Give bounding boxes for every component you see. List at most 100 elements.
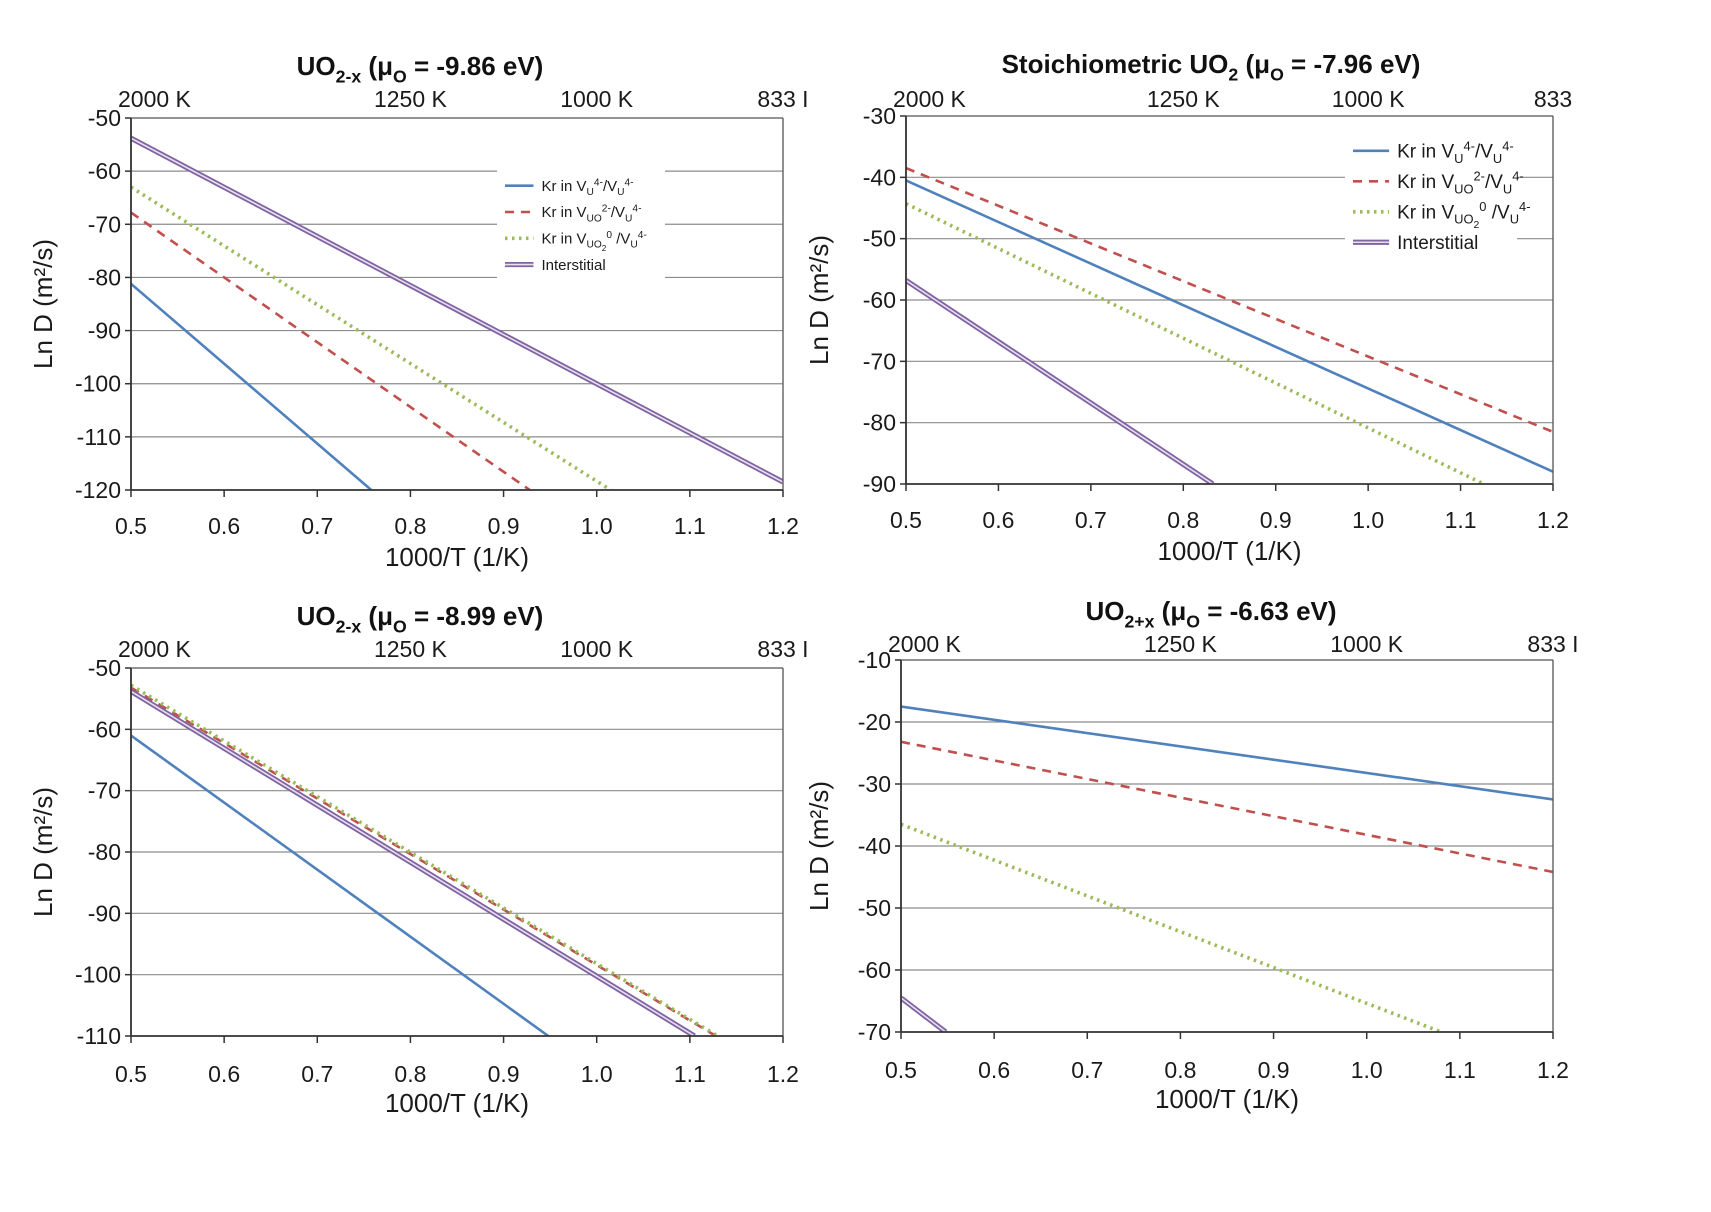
rich-text-run: 2-x <box>336 616 362 636</box>
x-tick-label: 0.7 <box>1071 1057 1103 1083</box>
series-group <box>906 166 1553 484</box>
x-tick-label: 1.2 <box>1537 1057 1569 1083</box>
x-tick-label: 0.5 <box>885 1057 917 1083</box>
y-tick-label: -30 <box>863 103 896 129</box>
secondary-x-label: 1000 K <box>560 86 634 112</box>
rich-text-run: ( <box>361 601 377 631</box>
rich-text-run: /V <box>611 204 625 221</box>
series-line-int-inner <box>901 997 947 1032</box>
rich-text-run: Kr in V <box>542 178 587 195</box>
y-axis-label: Ln D (m²/s) <box>28 239 58 369</box>
x-tick-label: 1.1 <box>1445 507 1477 533</box>
rich-text-run: UO <box>1085 596 1124 626</box>
rich-text-run: = -8.99 eV) <box>407 601 544 631</box>
secondary-x-label: 833 I <box>1527 631 1578 657</box>
x-tick-label: 0.9 <box>488 1061 520 1087</box>
legend-entry-vu: Kr in VU4-/VU4- <box>1397 138 1514 166</box>
rich-text-run: UO <box>1454 181 1473 196</box>
rich-text-run: U <box>1493 151 1502 166</box>
rich-text-run: U <box>587 187 594 198</box>
legend-entry-vuo: Kr in VUO2-/VU4- <box>542 204 642 225</box>
chart-panel-4: -10 -20 -30 -40 -50 -60 -70 0.5 0.6 0.7 0.8 0.9 1.0 1… <box>804 596 1579 1114</box>
rich-text-run: 4- <box>1463 138 1474 153</box>
legend-entry-vuo: Kr in VUO2-/VU4- <box>1397 169 1524 197</box>
series-line-vuo <box>906 166 1553 434</box>
rich-text-run: = -6.63 eV) <box>1200 596 1337 626</box>
x-axis-label: 1000/T (1/K) <box>1155 1084 1299 1114</box>
secondary-x-label: 2000 K <box>893 86 967 112</box>
chart-title: UO2-x (μO = -9.86 eV) <box>297 51 544 86</box>
series-line-vuo <box>131 686 717 1036</box>
rich-text-run: Kr in V <box>1397 141 1454 162</box>
rich-text-run: U <box>625 213 632 224</box>
rich-text-run: U <box>617 187 624 198</box>
secondary-x-label: 1250 K <box>374 636 448 662</box>
rich-text-run: UO <box>297 601 336 631</box>
chart-panel-2: -30 -40 -50 -60 -70 -80 -90 0.5 0.6 0.7 0.8 0.9 1.0 1… <box>804 49 1572 566</box>
series-line-vu <box>901 705 1553 801</box>
x-tick-label: 1.2 <box>767 1061 799 1087</box>
secondary-x-label: 1250 K <box>1144 631 1218 657</box>
y-tick-label: -80 <box>88 264 121 290</box>
rich-text-run: Interstitial <box>1397 233 1478 254</box>
chart-title: UO2+x (μO = -6.63 eV) <box>1085 596 1336 631</box>
rich-text-run: = -9.86 eV) <box>407 51 544 81</box>
secondary-x-label: 833 <box>1534 86 1572 112</box>
x-tick-label: 0.7 <box>301 513 333 539</box>
rich-text-run: μ <box>1254 49 1270 79</box>
rich-text-run: 4- <box>1502 138 1513 153</box>
rich-text-run: /V <box>1485 172 1503 193</box>
rich-text-run: O <box>1186 611 1200 631</box>
rich-text-run: μ <box>377 51 393 81</box>
x-tick-label: 0.6 <box>982 507 1014 533</box>
rich-text-run: ( <box>361 51 377 81</box>
legend-entry-int: Interstitial <box>1397 233 1478 254</box>
x-tick-label: 0.8 <box>394 513 426 539</box>
y-tick-label: -50 <box>88 105 121 131</box>
x-tick-label: 0.9 <box>1260 507 1292 533</box>
x-tick-label: 0.5 <box>115 1061 147 1087</box>
chart-panel-3: -50 -60 -70 -80 -90 -100 -110 0.5 0.6 0.7 0.8 0.9 1.… <box>28 601 809 1118</box>
rich-text-run: Kr in V <box>1397 172 1454 193</box>
rich-text-run: UO <box>297 51 336 81</box>
legend-entry-int: Interstitial <box>542 257 606 274</box>
rich-text-run: UO <box>587 240 602 251</box>
rich-text-run: 4- <box>1512 169 1523 184</box>
legend-entry-vu: Kr in VU4-/VU4- <box>542 177 634 198</box>
y-tick-label: -90 <box>863 471 896 497</box>
rich-text-run: 2+x <box>1124 611 1154 631</box>
x-tick-label: 0.8 <box>1164 1057 1196 1083</box>
y-axis-label: Ln D (m²/s) <box>28 787 58 917</box>
rich-text-run: 4- <box>624 177 633 188</box>
rich-text-run: U <box>1510 212 1519 227</box>
rich-text-run: Kr in V <box>542 204 587 221</box>
legend: Kr in VU4-/VU4-Kr in VUO2-/VU4-Kr in VUO… <box>497 166 665 279</box>
series-line-vuo <box>131 211 531 490</box>
y-tick-label: -30 <box>858 771 891 797</box>
x-tick-label: 0.6 <box>208 513 240 539</box>
x-tick-label: 0.9 <box>1258 1057 1290 1083</box>
rich-text-run: 2- <box>602 204 611 215</box>
x-tick-label: 1.2 <box>1537 507 1569 533</box>
x-tick-label: 0.6 <box>978 1057 1010 1083</box>
y-tick-label: -10 <box>858 647 891 673</box>
chart-title: Stoichiometric UO2 (μO = -7.96 eV) <box>1002 49 1421 84</box>
series-line-vuo <box>901 740 1553 874</box>
series-line-vuo2 <box>901 822 1442 1032</box>
series-line-vuo2 <box>906 202 1485 484</box>
legend: Kr in VU4-/VU4-Kr in VUO2-/VU4-Kr in VUO… <box>1345 128 1531 259</box>
x-axis-label: 1000/T (1/K) <box>1157 536 1301 566</box>
secondary-x-label: 833 I <box>757 86 808 112</box>
rich-text-run: /V <box>603 178 617 195</box>
series-line-int-inner <box>131 137 783 483</box>
rich-text-run: Stoichiometric UO <box>1002 49 1229 79</box>
x-tick-label: 1.0 <box>1352 507 1384 533</box>
y-tick-label: -110 <box>77 1023 121 1049</box>
x-tick-label: 1.1 <box>674 1061 706 1087</box>
y-tick-label: -100 <box>75 962 121 988</box>
rich-text-run: 4- <box>638 230 647 241</box>
rich-text-run: U <box>630 240 637 251</box>
rich-text-run: μ <box>1170 596 1186 626</box>
x-tick-label: 1.0 <box>1351 1057 1383 1083</box>
